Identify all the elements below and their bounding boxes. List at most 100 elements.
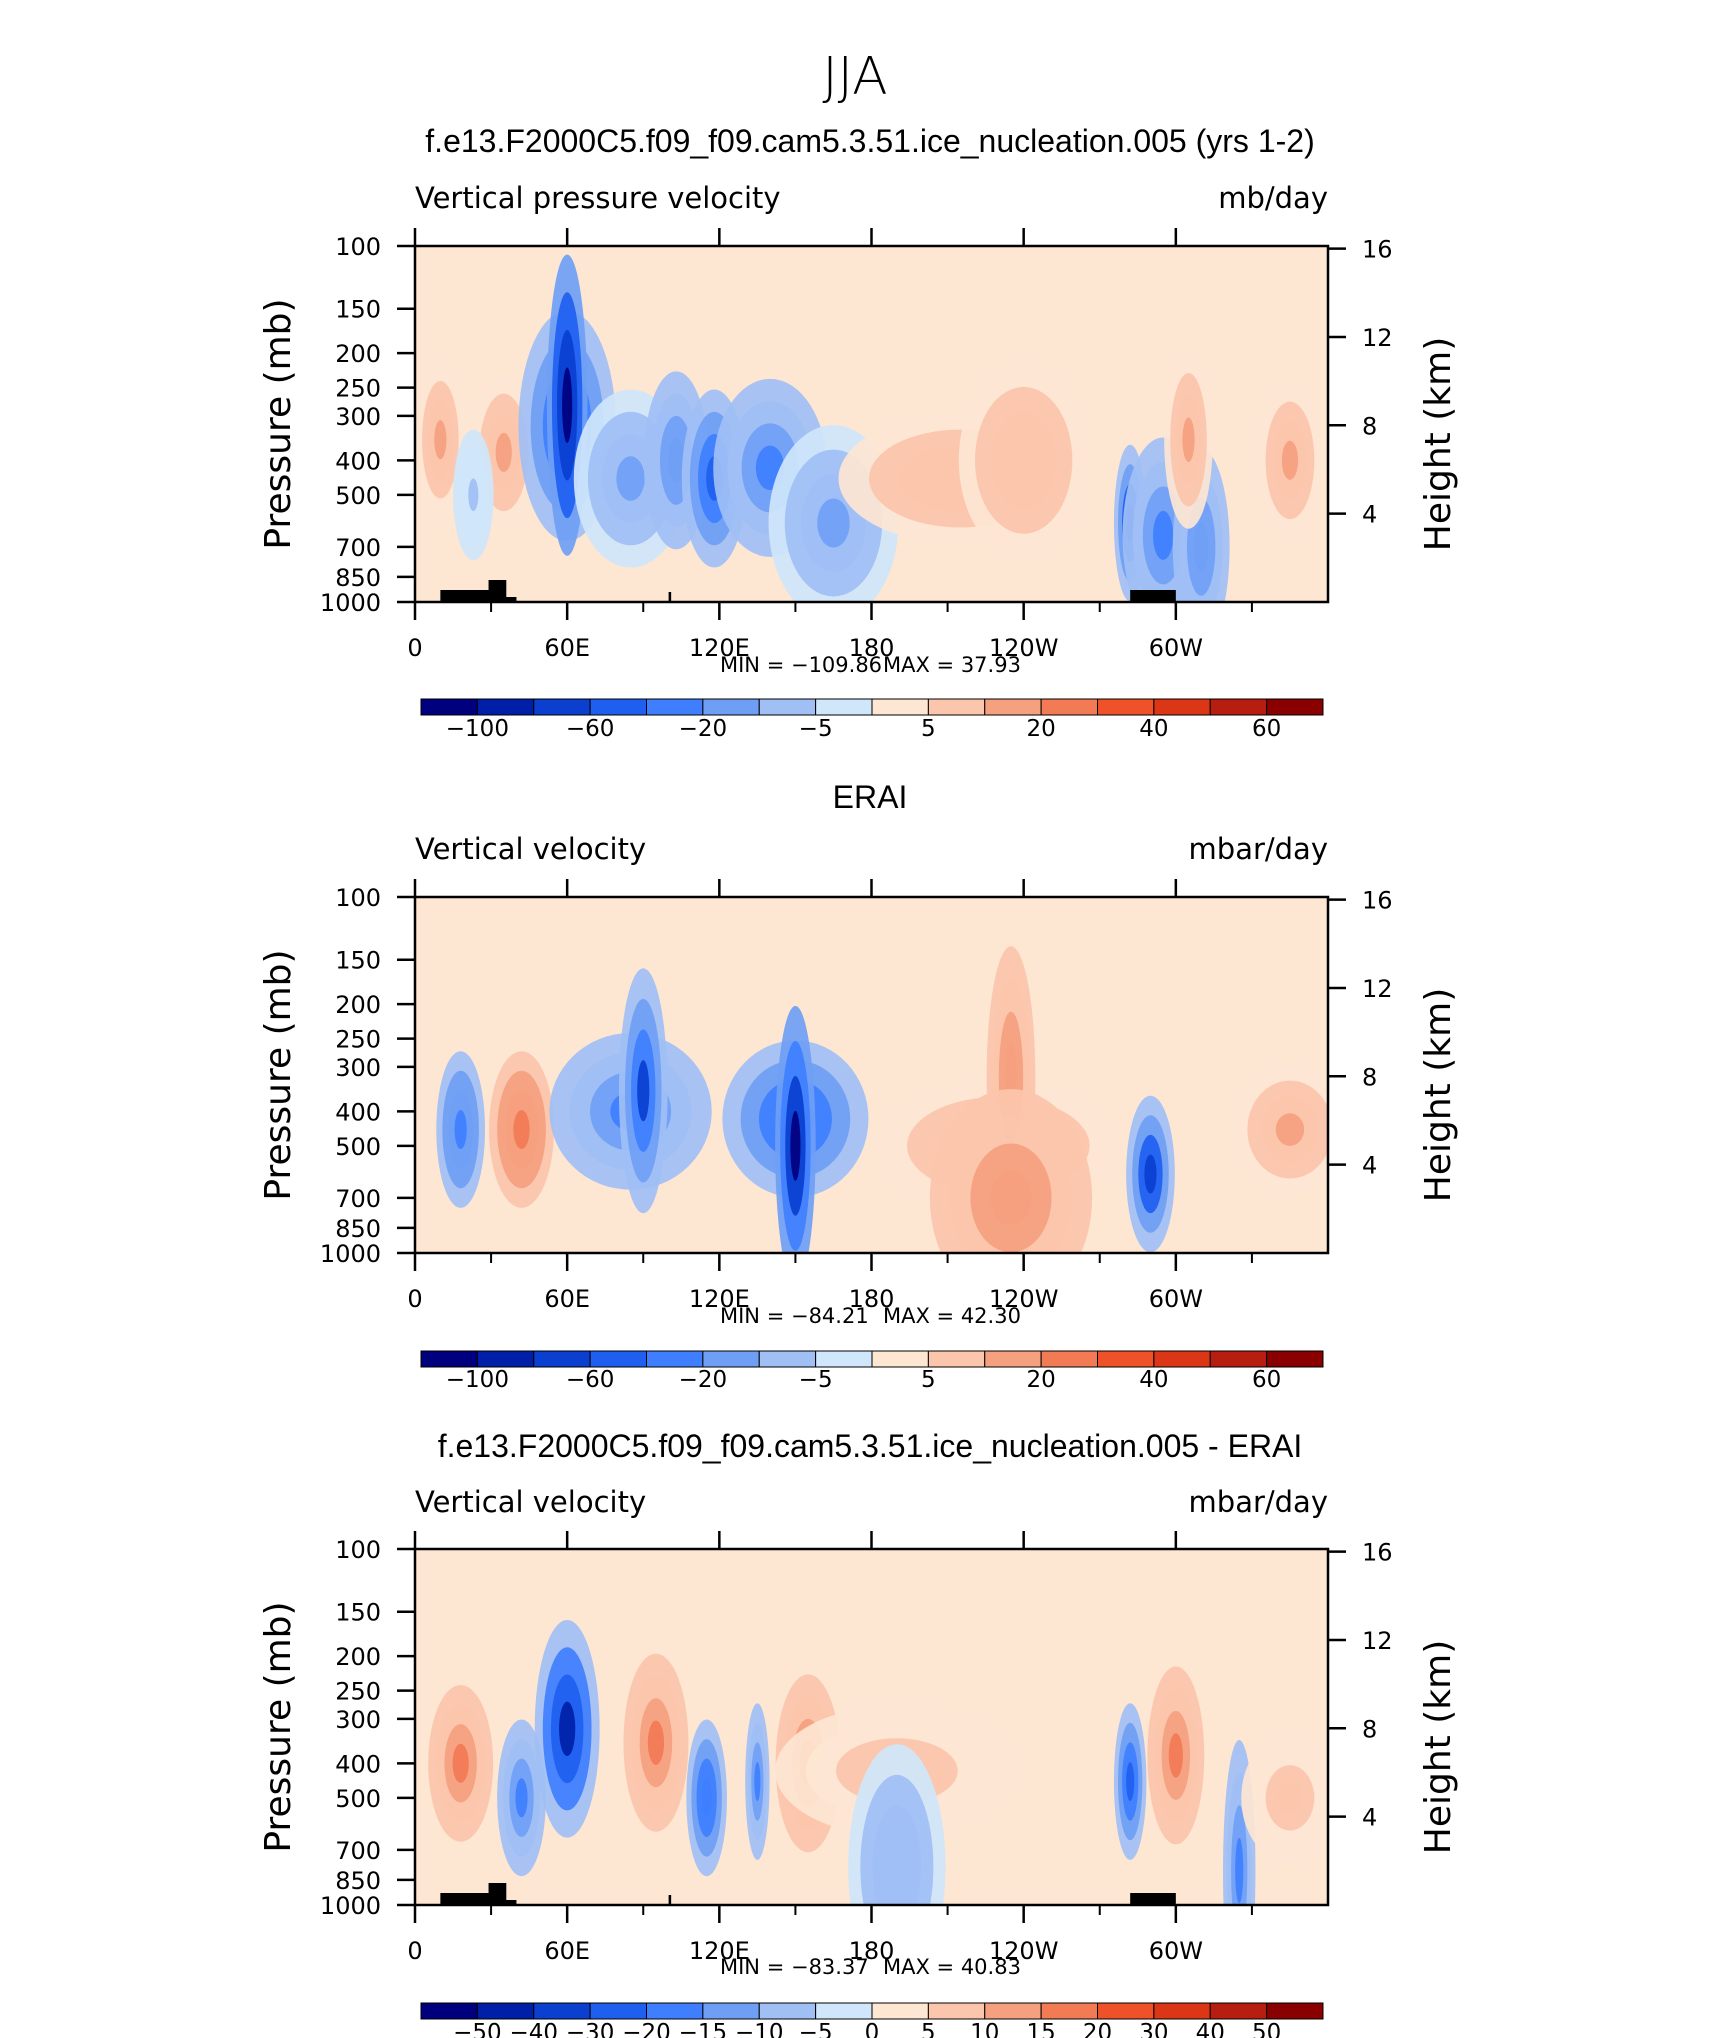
contour-cell <box>1007 435 1040 485</box>
contour-cell <box>817 498 850 548</box>
variable-label: Vertical velocity <box>415 1485 646 1519</box>
colorbar-swatch <box>1097 2002 1155 2020</box>
contour-cell <box>1153 510 1174 560</box>
units-label: mb/day <box>1218 181 1328 215</box>
contour-cell <box>668 438 685 483</box>
panel-2: ERAI Vertical velocity mbar/day 0 60E 120E 180… <box>258 779 1459 1393</box>
y-tick-label: 300 <box>335 1706 381 1734</box>
colorbar-swatch <box>1040 698 1098 716</box>
contour-cell <box>1194 522 1209 572</box>
colorbar-swatch <box>476 1350 535 1368</box>
colorbar-label: 20 <box>1026 716 1055 742</box>
y2-tick-label: 4 <box>1362 1152 1377 1180</box>
colorbar-swatch <box>1153 698 1211 716</box>
contour-field <box>415 897 1328 1253</box>
colorbar-swatch <box>927 1350 986 1368</box>
colorbar-label: −100 <box>446 716 509 742</box>
colorbar-label: −40 <box>509 2020 558 2038</box>
y-tick-label: 500 <box>335 1785 381 1813</box>
y2-axis-title: Height (km) <box>1418 1640 1459 1854</box>
panel-title: f.e13.F2000C5.f09_f09.cam5.3.51.ice_nucl… <box>425 123 1314 159</box>
colorbar-label: 10 <box>970 2020 999 2038</box>
contour-cell <box>701 1778 712 1818</box>
contour-cell <box>637 1060 650 1122</box>
colorbar-swatch <box>1266 2002 1324 2020</box>
y2-tick-label: 8 <box>1362 412 1377 440</box>
colorbar-swatch <box>984 2002 1042 2020</box>
contour-cell <box>1168 1733 1183 1778</box>
y-tick-label: 100 <box>335 884 381 912</box>
y-axis-title: Pressure (mb) <box>258 1601 299 1852</box>
x-tick-label: 180 <box>849 1285 895 1313</box>
colorbar-label: 5 <box>921 716 936 742</box>
colorbar-label: 5 <box>921 1367 936 1393</box>
colorbar: −100 −60 −20 −5 5 20 40 60 <box>420 1350 1324 1393</box>
colorbar-label: −15 <box>679 2020 728 2038</box>
y2-tick-label: 4 <box>1362 1804 1377 1832</box>
colorbar-swatch <box>1209 2002 1268 2020</box>
x-tick-label: 60E <box>544 1937 590 1965</box>
colorbar-label: 40 <box>1196 2020 1225 2038</box>
contour-cell <box>1281 440 1299 480</box>
colorbar-swatch <box>758 698 817 716</box>
colorbar-swatch <box>1040 2002 1098 2020</box>
colorbar-swatch <box>589 698 647 716</box>
y-tick-label: 400 <box>335 447 381 475</box>
colorbar-swatch <box>815 2002 873 2020</box>
contour-cell <box>1277 1781 1303 1815</box>
y2-tick-label: 4 <box>1362 501 1377 529</box>
y2-tick-label: 16 <box>1362 1539 1393 1567</box>
colorbar-swatch <box>702 2002 760 2020</box>
units-label: mbar/day <box>1189 1485 1328 1519</box>
colorbar-label: 40 <box>1139 1367 1168 1393</box>
colorbar-swatch <box>1097 1350 1155 1368</box>
y-tick-label: 700 <box>335 1185 381 1213</box>
y-tick-label: 200 <box>335 991 381 1019</box>
colorbar-swatch <box>1209 1350 1268 1368</box>
y2-tick-label: 16 <box>1362 887 1393 915</box>
contour-cell <box>495 432 512 472</box>
colorbar-label: 40 <box>1139 716 1168 742</box>
colorbar-swatch <box>1153 2002 1211 2020</box>
colorbar-swatch <box>758 2002 817 2020</box>
terrain-block <box>498 597 517 602</box>
y2-axis-title: Height (km) <box>1418 988 1459 1202</box>
x-tick-label: 60W <box>1149 634 1203 662</box>
colorbar-swatch <box>815 1350 873 1368</box>
x-tick-label: 120E <box>689 1285 750 1313</box>
y-tick-label: 700 <box>335 534 381 562</box>
y-tick-label: 250 <box>335 375 381 403</box>
panel-title: ERAI <box>833 779 908 815</box>
max-label: MAX = 37.93 <box>883 653 1021 677</box>
colorbar: −100 −60 −20 −5 5 20 40 60 <box>420 698 1324 742</box>
y2-tick-label: 16 <box>1362 236 1393 264</box>
colorbar-label: −20 <box>679 1367 728 1393</box>
y-tick-label: 1000 <box>320 1240 381 1268</box>
colorbar-swatch <box>984 698 1042 716</box>
variable-label: Vertical velocity <box>415 832 646 866</box>
colorbar-swatch <box>420 2002 478 2020</box>
terrain-block <box>440 1893 504 1905</box>
y-tick-label: 100 <box>335 1536 381 1564</box>
field-background <box>415 897 1328 1253</box>
y-tick-label: 250 <box>335 1026 381 1054</box>
colorbar-swatch <box>420 698 478 716</box>
colorbar-swatch <box>702 1350 760 1368</box>
colorbar-label: 15 <box>1026 2020 1055 2038</box>
contour-cell <box>513 1109 530 1150</box>
colorbar-swatch <box>646 698 704 716</box>
colorbar-swatch <box>1040 1350 1098 1368</box>
x-tick-label: 120W <box>989 634 1059 662</box>
contour-cell <box>647 1720 665 1765</box>
terrain-block <box>440 590 504 602</box>
terrain-block <box>1130 590 1176 602</box>
colorbar-swatch <box>871 1350 929 1368</box>
colorbar-swatch <box>871 698 929 716</box>
x-tick-label: 120W <box>989 1285 1059 1313</box>
y-tick-label: 100 <box>335 233 381 261</box>
contour-cell <box>990 1170 1032 1226</box>
colorbar-label: 50 <box>1252 2020 1281 2038</box>
y-tick-label: 1000 <box>320 1892 381 1920</box>
x-tick-label: 60W <box>1149 1285 1203 1313</box>
colorbar-swatch <box>589 1350 647 1368</box>
